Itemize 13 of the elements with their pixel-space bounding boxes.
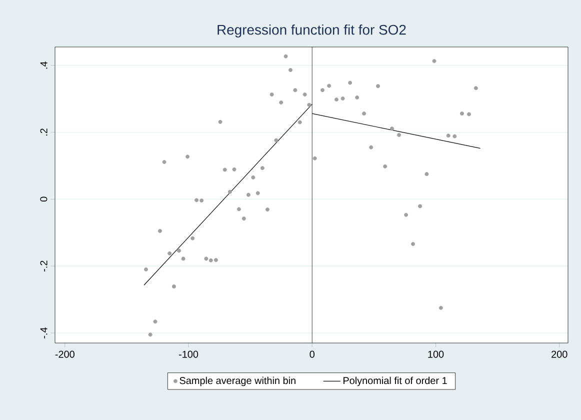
y-tick-label: -.4	[40, 327, 48, 338]
chart-title: Regression function fit for SO2	[218, 24, 406, 38]
y-tick-label: .4	[40, 62, 48, 69]
x-tick-label: 0	[310, 350, 315, 358]
y-tick-label: -.2	[40, 260, 48, 272]
y-tick-label: 0	[40, 196, 48, 202]
legend-label: Sample average within bin	[180, 376, 296, 386]
x-tick-label: -200	[55, 350, 74, 358]
y-tick-label: .2	[40, 128, 48, 136]
legend-label: Polynomial fit of order 1	[344, 376, 447, 386]
x-tick-label: -100	[178, 350, 198, 358]
x-tick-label: 100	[428, 350, 444, 358]
x-tick-label: 200	[552, 350, 568, 358]
